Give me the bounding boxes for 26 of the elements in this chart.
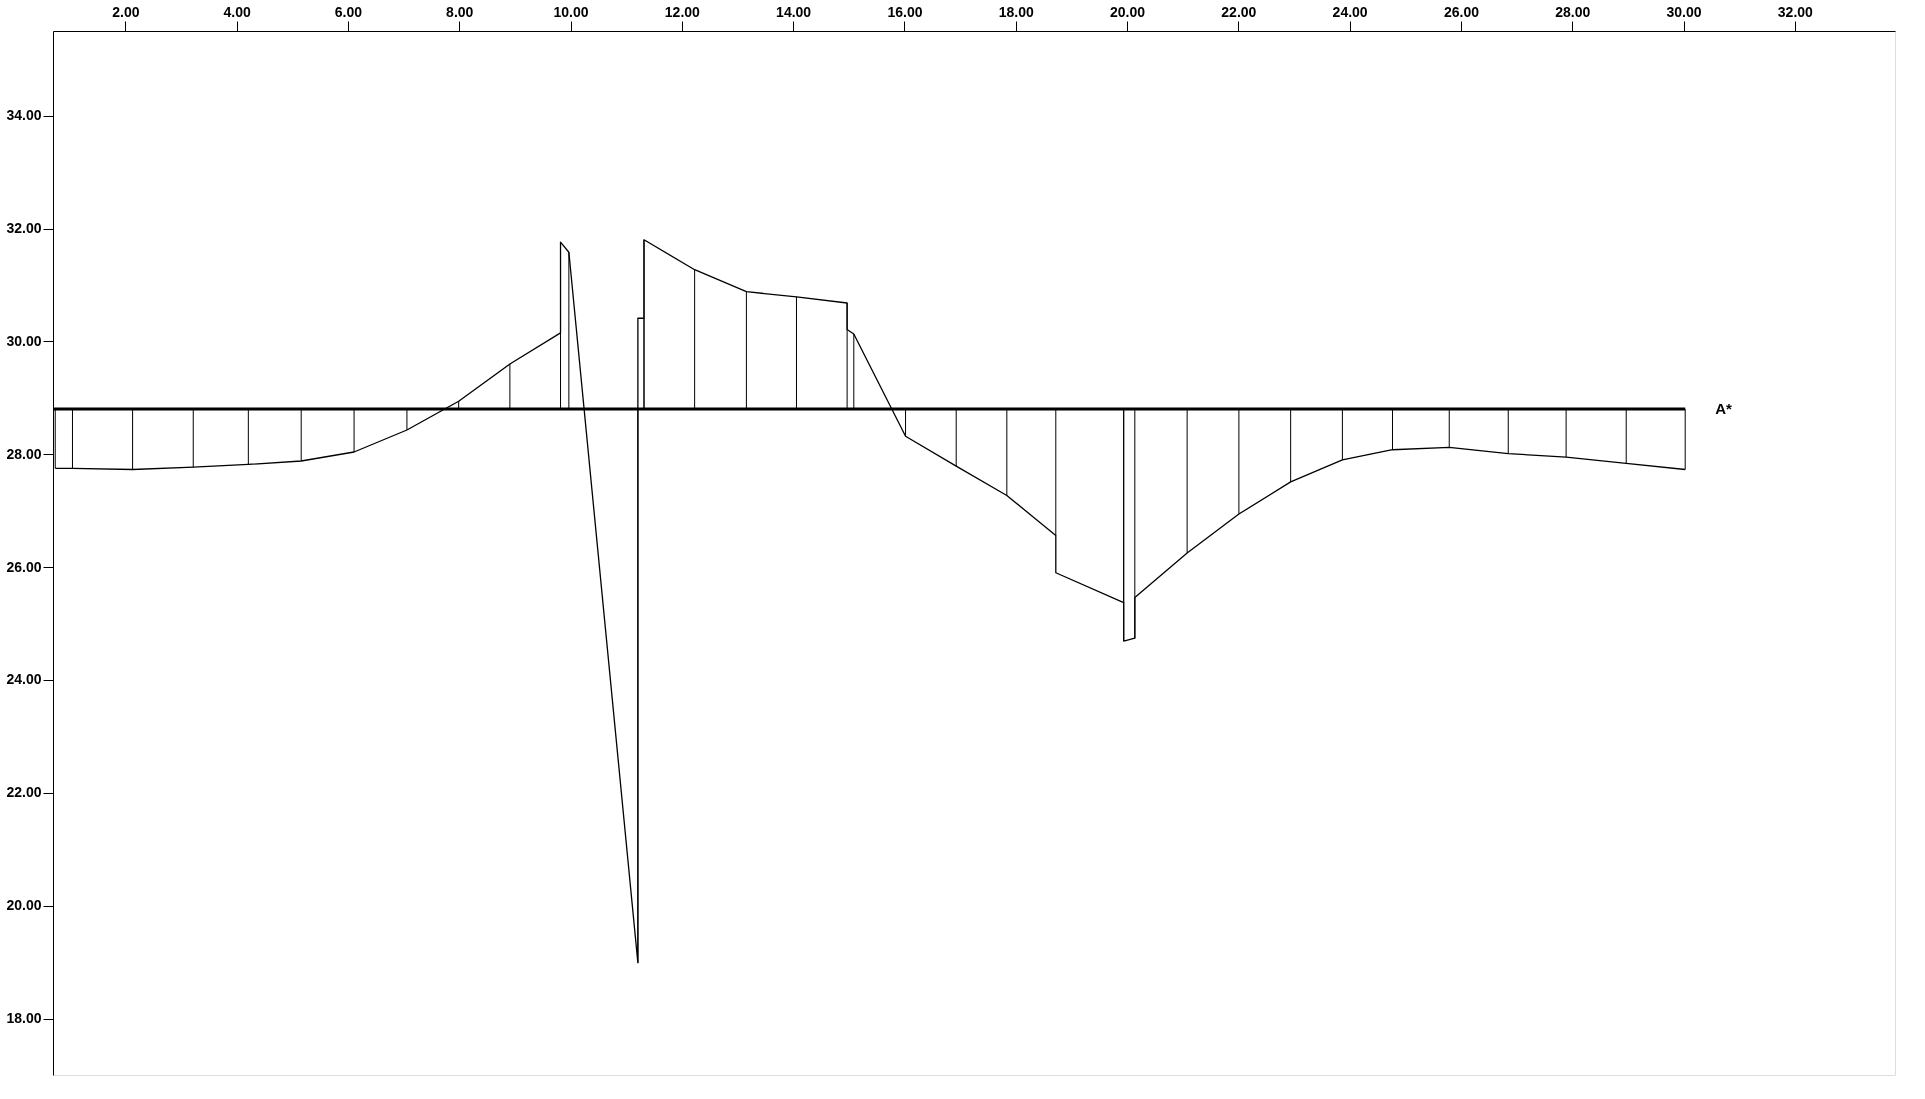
x-tick-label: 4.00 (223, 3, 251, 20)
y-tick-label: 20.00 (6, 897, 42, 914)
y-tick-label: 28.00 (6, 445, 42, 462)
x-tick-label: 20.00 (1110, 3, 1146, 20)
x-tick-label: 30.00 (1666, 3, 1702, 20)
x-tick-label: 16.00 (887, 3, 923, 20)
x-tick-label: 2.00 (112, 3, 140, 20)
y-tick-label: 34.00 (6, 107, 42, 124)
x-tick-label: 18.00 (998, 3, 1034, 20)
y-tick-label: 26.00 (6, 558, 42, 575)
x-tick-label: 28.00 (1555, 3, 1591, 20)
x-tick-label: 8.00 (446, 3, 474, 20)
x-tick-label: 32.00 (1777, 3, 1814, 20)
x-tick-label: 22.00 (1221, 3, 1257, 20)
x-tick-label: 10.00 (553, 3, 589, 20)
x-tick-label: 14.00 (776, 3, 812, 20)
x-tick-label: 12.00 (664, 3, 701, 20)
y-tick-label: 30.00 (6, 332, 42, 349)
x-tick-label: 6.00 (334, 3, 363, 20)
y-tick-label: 18.00 (6, 1010, 42, 1027)
y-tick-label: 32.00 (6, 220, 42, 237)
y-tick-label: 22.00 (6, 784, 42, 801)
x-tick-label: 24.00 (1332, 3, 1368, 20)
y-tick-label: 24.00 (6, 671, 42, 688)
ref-line-label: A* (1715, 400, 1733, 418)
x-tick-label: 26.00 (1443, 3, 1480, 20)
